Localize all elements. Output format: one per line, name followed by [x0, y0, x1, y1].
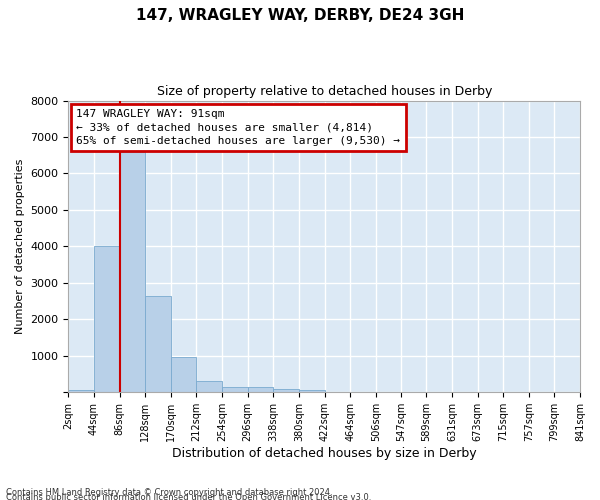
Bar — [68, 390, 94, 392]
Bar — [145, 296, 171, 392]
Bar — [119, 152, 145, 392]
Bar — [196, 382, 222, 392]
Text: Contains HM Land Registry data © Crown copyright and database right 2024.: Contains HM Land Registry data © Crown c… — [6, 488, 332, 497]
Bar — [94, 246, 119, 392]
Bar — [171, 357, 196, 392]
Text: Contains public sector information licensed under the Open Government Licence v3: Contains public sector information licen… — [6, 492, 371, 500]
Bar — [299, 390, 325, 392]
Y-axis label: Number of detached properties: Number of detached properties — [15, 158, 25, 334]
Text: 147 WRAGLEY WAY: 91sqm
← 33% of detached houses are smaller (4,814)
65% of semi-: 147 WRAGLEY WAY: 91sqm ← 33% of detached… — [76, 110, 400, 146]
Bar — [248, 387, 273, 392]
Bar — [222, 387, 248, 392]
Bar — [273, 390, 299, 392]
X-axis label: Distribution of detached houses by size in Derby: Distribution of detached houses by size … — [172, 447, 476, 460]
Text: 147, WRAGLEY WAY, DERBY, DE24 3GH: 147, WRAGLEY WAY, DERBY, DE24 3GH — [136, 8, 464, 22]
Title: Size of property relative to detached houses in Derby: Size of property relative to detached ho… — [157, 85, 492, 98]
